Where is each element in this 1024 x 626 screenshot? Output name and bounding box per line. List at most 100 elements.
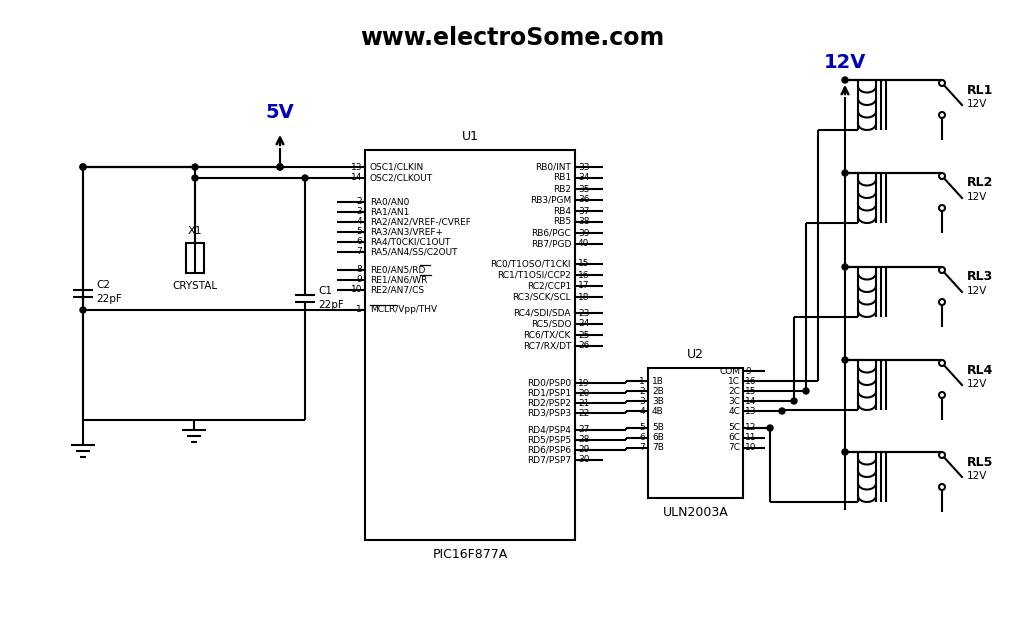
Text: 15: 15: [578, 260, 590, 269]
Text: X1: X1: [187, 226, 203, 236]
Text: 21: 21: [578, 399, 590, 408]
Text: 3C: 3C: [728, 396, 740, 406]
Circle shape: [779, 408, 785, 414]
Bar: [365, 150, 575, 540]
Text: 2B: 2B: [652, 386, 664, 396]
Circle shape: [302, 175, 308, 181]
Circle shape: [939, 205, 945, 211]
Text: 4: 4: [639, 406, 645, 416]
Text: 4C: 4C: [728, 406, 740, 416]
Text: 4: 4: [356, 217, 362, 227]
Text: 13: 13: [745, 406, 757, 416]
Circle shape: [767, 425, 773, 431]
Text: RC3/SCK/SCL: RC3/SCK/SCL: [512, 292, 571, 302]
Text: RD6/PSP6: RD6/PSP6: [527, 446, 571, 454]
Text: RD4/PSP4: RD4/PSP4: [527, 426, 571, 434]
Circle shape: [791, 398, 797, 404]
Text: RD0/PSP0: RD0/PSP0: [527, 379, 571, 387]
Text: 2: 2: [639, 386, 645, 396]
Circle shape: [939, 80, 945, 86]
Text: RB2: RB2: [553, 185, 571, 193]
Text: 12V: 12V: [967, 99, 987, 109]
Bar: [186, 243, 204, 273]
Text: RC4/SDI/SDA: RC4/SDI/SDA: [513, 309, 571, 317]
Text: 6: 6: [356, 237, 362, 247]
Text: 13: 13: [350, 163, 362, 172]
Text: 5: 5: [356, 227, 362, 237]
Text: 2C: 2C: [728, 386, 740, 396]
Circle shape: [939, 360, 945, 366]
Text: 22: 22: [578, 409, 589, 418]
Text: 22pF: 22pF: [318, 300, 344, 310]
Text: 34: 34: [578, 173, 590, 183]
Text: 12V: 12V: [967, 471, 987, 481]
Text: 1: 1: [356, 305, 362, 314]
Text: 19: 19: [578, 379, 590, 387]
Text: 29: 29: [578, 446, 590, 454]
Text: 5V: 5V: [265, 103, 294, 123]
Text: 12: 12: [745, 424, 757, 433]
Text: 17: 17: [578, 282, 590, 290]
Text: RE0/AN5/RD: RE0/AN5/RD: [370, 265, 425, 274]
Text: RL1: RL1: [967, 83, 993, 96]
Text: 9: 9: [356, 275, 362, 284]
Circle shape: [80, 164, 86, 170]
Text: RA3/AN3/VREF+: RA3/AN3/VREF+: [370, 227, 443, 237]
Circle shape: [842, 264, 848, 270]
Text: CRYSTAL: CRYSTAL: [172, 281, 217, 291]
Text: RE1/AN6/WR: RE1/AN6/WR: [370, 275, 427, 284]
Text: OSC2/CLKOUT: OSC2/CLKOUT: [370, 173, 433, 183]
Circle shape: [939, 484, 945, 490]
Text: RD1/PSP1: RD1/PSP1: [527, 389, 571, 398]
Text: 22pF: 22pF: [96, 294, 122, 304]
Text: RC5/SDO: RC5/SDO: [530, 319, 571, 329]
Text: 2: 2: [356, 197, 362, 207]
Text: 37: 37: [578, 207, 590, 215]
Circle shape: [278, 164, 283, 170]
Text: C1: C1: [318, 286, 332, 296]
Text: 27: 27: [578, 426, 590, 434]
Text: 39: 39: [578, 228, 590, 237]
Text: 20: 20: [578, 389, 590, 398]
Text: 12V: 12V: [967, 192, 987, 202]
Text: 12V: 12V: [967, 379, 987, 389]
Text: RB1: RB1: [553, 173, 571, 183]
Circle shape: [842, 449, 848, 455]
Text: RD5/PSP5: RD5/PSP5: [527, 436, 571, 444]
Text: 5C: 5C: [728, 424, 740, 433]
Text: RB6/PGC: RB6/PGC: [531, 228, 571, 237]
Text: RE2/AN7/CS: RE2/AN7/CS: [370, 285, 424, 294]
Text: 10: 10: [745, 443, 757, 453]
Text: 35: 35: [578, 185, 590, 193]
Circle shape: [80, 164, 86, 170]
Circle shape: [193, 164, 198, 170]
Circle shape: [939, 392, 945, 398]
Text: 5: 5: [639, 424, 645, 433]
Text: 12V: 12V: [967, 286, 987, 296]
Text: RL2: RL2: [967, 177, 993, 190]
Text: 14: 14: [745, 396, 757, 406]
Text: 3B: 3B: [652, 396, 664, 406]
Text: 1: 1: [639, 376, 645, 386]
Text: RC7/RX/DT: RC7/RX/DT: [522, 342, 571, 351]
Circle shape: [939, 173, 945, 179]
Text: 16: 16: [578, 270, 590, 279]
Circle shape: [939, 452, 945, 458]
Text: 26: 26: [578, 342, 590, 351]
Text: RC6/TX/CK: RC6/TX/CK: [523, 331, 571, 339]
Text: 12V: 12V: [824, 53, 866, 71]
Text: 7B: 7B: [652, 443, 664, 453]
Text: 9: 9: [745, 366, 751, 376]
Text: 6: 6: [639, 433, 645, 443]
Text: 23: 23: [578, 309, 590, 317]
Circle shape: [842, 357, 848, 363]
Text: RB7/PGD: RB7/PGD: [530, 240, 571, 249]
Text: 6C: 6C: [728, 433, 740, 443]
Text: U1: U1: [462, 130, 478, 143]
Circle shape: [939, 267, 945, 273]
Text: 3: 3: [639, 396, 645, 406]
Text: OSC1/CLKIN: OSC1/CLKIN: [370, 163, 424, 172]
Text: 24: 24: [578, 319, 589, 329]
Text: ULN2003A: ULN2003A: [663, 506, 728, 518]
Text: 3: 3: [356, 207, 362, 217]
